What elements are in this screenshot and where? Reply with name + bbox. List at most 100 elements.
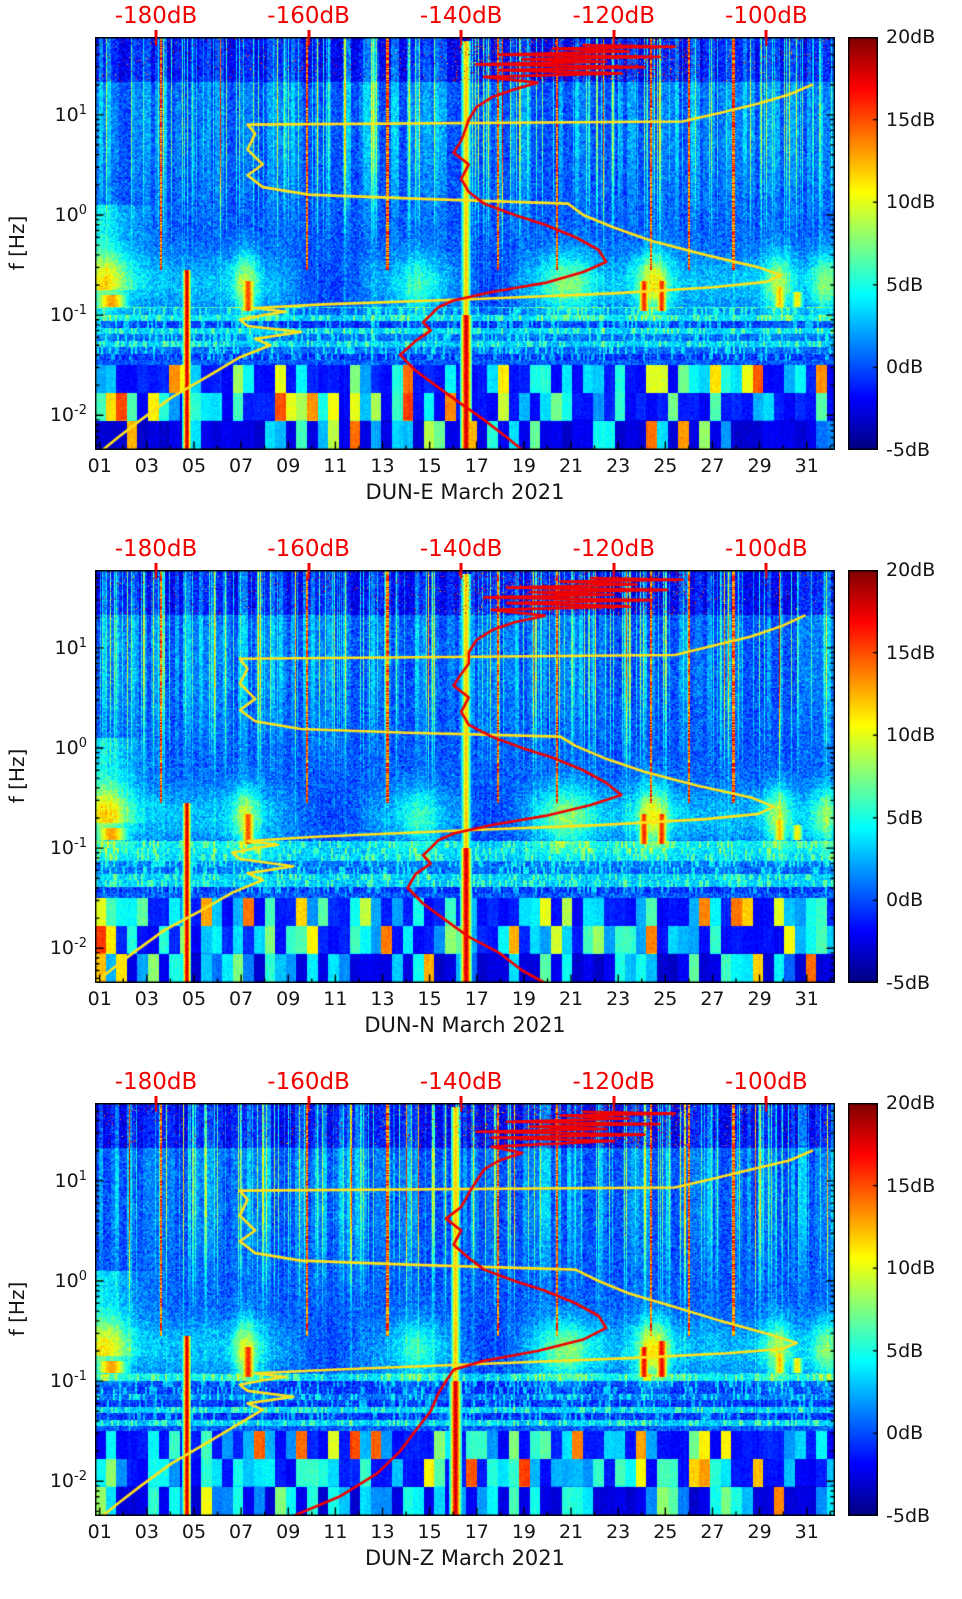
x-tick-label: 11 bbox=[323, 455, 348, 477]
y-tick-base: 10 bbox=[49, 837, 75, 860]
panel-title: DUN-E March 2021 bbox=[365, 480, 565, 504]
y-tick-base: 10 bbox=[54, 104, 79, 127]
x-tick-label: 09 bbox=[276, 1521, 301, 1543]
y-tick-exponent: -1 bbox=[74, 1368, 87, 1384]
colorbar-gradient bbox=[848, 1103, 878, 1516]
x-tick-label: 03 bbox=[134, 455, 159, 477]
colorbar-tick-label: 5dB bbox=[886, 806, 924, 829]
x-tick-label: 01 bbox=[87, 988, 112, 1010]
colorbar-tick-label: 10dB bbox=[886, 191, 936, 214]
y-tick-exponent: 0 bbox=[78, 1268, 87, 1284]
colorbar-tick-label: 0dB bbox=[886, 889, 924, 912]
colorbar-tick-label: 20dB bbox=[886, 1092, 936, 1114]
x-tick-label: 31 bbox=[794, 988, 819, 1010]
y-tick-exponent: 1 bbox=[78, 635, 87, 651]
top-axis-tick-mark bbox=[154, 30, 158, 37]
top-axis-tick-mark bbox=[764, 30, 768, 37]
y-tick-label: 10-2 bbox=[0, 937, 87, 959]
colorbar-tick-label: -5dB bbox=[886, 972, 931, 994]
top-axis-tick-label: -180dB bbox=[114, 536, 198, 562]
top-axis-tick-label: -160dB bbox=[267, 536, 350, 562]
y-tick-label: 10-1 bbox=[0, 1370, 87, 1392]
top-axis-tick-label: -180dB bbox=[114, 3, 198, 29]
y-tick-label: 101 bbox=[0, 1170, 87, 1192]
y-tick-base: 10 bbox=[49, 404, 75, 427]
top-axis-tick-label: -120dB bbox=[572, 536, 656, 562]
spectrogram-canvas bbox=[95, 37, 835, 450]
spectrogram-panel-dun-z: -180dB -160dB -140dB -120dB -100dB 01 03 05 07 09… bbox=[0, 1066, 962, 1599]
x-tick-label: 21 bbox=[558, 455, 584, 477]
y-tick-base: 10 bbox=[54, 204, 79, 227]
x-tick-label: 31 bbox=[794, 1521, 819, 1543]
x-tick-label: 15 bbox=[417, 988, 442, 1010]
y-axis-label: f [Hz] bbox=[5, 1281, 29, 1337]
y-tick-label: 10-2 bbox=[0, 1470, 87, 1492]
x-tick-label: 11 bbox=[323, 988, 348, 1010]
x-tick-label: 11 bbox=[323, 1521, 348, 1543]
colorbar-tick-label: 15dB bbox=[886, 108, 936, 131]
y-tick-exponent: 1 bbox=[78, 1168, 87, 1184]
x-tick-label: 05 bbox=[181, 988, 207, 1010]
top-axis-tick-mark bbox=[612, 1096, 616, 1103]
x-tick-label: 21 bbox=[558, 988, 584, 1010]
y-tick-base: 10 bbox=[54, 737, 79, 760]
y-tick-exponent: 1 bbox=[78, 102, 87, 118]
top-axis-tick-label: -140dB bbox=[419, 3, 503, 29]
top-axis-tick-mark bbox=[307, 30, 311, 37]
y-tick-label: 101 bbox=[0, 637, 87, 659]
x-tick-label: 19 bbox=[511, 988, 536, 1010]
colorbar-tick-label: 20dB bbox=[886, 559, 936, 581]
spectrogram-canvas bbox=[95, 570, 835, 983]
y-tick-base: 10 bbox=[49, 304, 75, 327]
x-tick-label: 07 bbox=[229, 455, 254, 477]
x-tick-label: 15 bbox=[417, 455, 442, 477]
colorbar-tick-label: 10dB bbox=[886, 1257, 936, 1280]
x-tick-label: 23 bbox=[606, 988, 631, 1010]
top-axis-tick-mark bbox=[612, 30, 616, 37]
x-tick-label: 13 bbox=[370, 1521, 395, 1543]
y-tick-exponent: 0 bbox=[78, 202, 87, 218]
x-tick-label: 13 bbox=[370, 455, 395, 477]
top-axis-tick-label: -140dB bbox=[419, 1069, 503, 1095]
x-tick-label: 05 bbox=[181, 1521, 207, 1543]
top-axis-tick-label: -100dB bbox=[725, 536, 808, 562]
top-axis-tick-mark bbox=[154, 563, 158, 570]
x-tick-label: 23 bbox=[606, 455, 631, 477]
y-tick-label: 100 bbox=[0, 1270, 87, 1292]
top-axis-tick-label: -160dB bbox=[267, 3, 350, 29]
top-axis-tick-label: -100dB bbox=[725, 3, 808, 29]
y-tick-exponent: -1 bbox=[74, 835, 87, 851]
top-axis-tick-label: -180dB bbox=[114, 1069, 198, 1095]
colorbar-tick-label: 15dB bbox=[886, 1174, 936, 1197]
top-axis-tick-label: -120dB bbox=[572, 3, 656, 29]
x-tick-label: 27 bbox=[700, 988, 725, 1010]
spectrogram-panel-dun-e: -180dB -160dB -140dB -120dB -100dB 01 03 05 07 09… bbox=[0, 0, 962, 533]
panel-title: DUN-Z March 2021 bbox=[364, 1546, 566, 1570]
colorbar-tick-label: 5dB bbox=[886, 1339, 924, 1362]
x-tick-label: 27 bbox=[700, 455, 725, 477]
colorbar-tick-label: -5dB bbox=[886, 1505, 931, 1527]
y-axis-label: f [Hz] bbox=[5, 748, 29, 804]
x-tick-label: 05 bbox=[181, 455, 207, 477]
x-tick-label: 29 bbox=[747, 455, 772, 477]
y-tick-base: 10 bbox=[54, 1170, 79, 1193]
x-tick-label: 17 bbox=[464, 455, 489, 477]
x-tick-label: 25 bbox=[653, 988, 678, 1010]
top-axis-tick-label: -160dB bbox=[267, 1069, 350, 1095]
x-tick-label: 01 bbox=[87, 455, 112, 477]
y-tick-label: 100 bbox=[0, 204, 87, 226]
x-tick-label: 09 bbox=[276, 455, 301, 477]
x-tick-label: 17 bbox=[464, 988, 489, 1010]
top-axis-tick-mark bbox=[764, 1096, 768, 1103]
y-tick-label: 10-2 bbox=[0, 404, 87, 426]
top-axis-tick-mark bbox=[307, 563, 311, 570]
colorbar-tick-label: -5dB bbox=[886, 439, 931, 461]
x-tick-label: 07 bbox=[229, 988, 254, 1010]
x-tick-label: 15 bbox=[417, 1521, 442, 1543]
top-axis-tick-mark bbox=[612, 563, 616, 570]
x-tick-label: 19 bbox=[511, 1521, 536, 1543]
colorbar-tick-label: 0dB bbox=[886, 356, 924, 379]
top-axis-tick-mark bbox=[459, 1096, 463, 1103]
x-tick-label: 29 bbox=[747, 988, 772, 1010]
x-tick-label: 27 bbox=[700, 1521, 725, 1543]
